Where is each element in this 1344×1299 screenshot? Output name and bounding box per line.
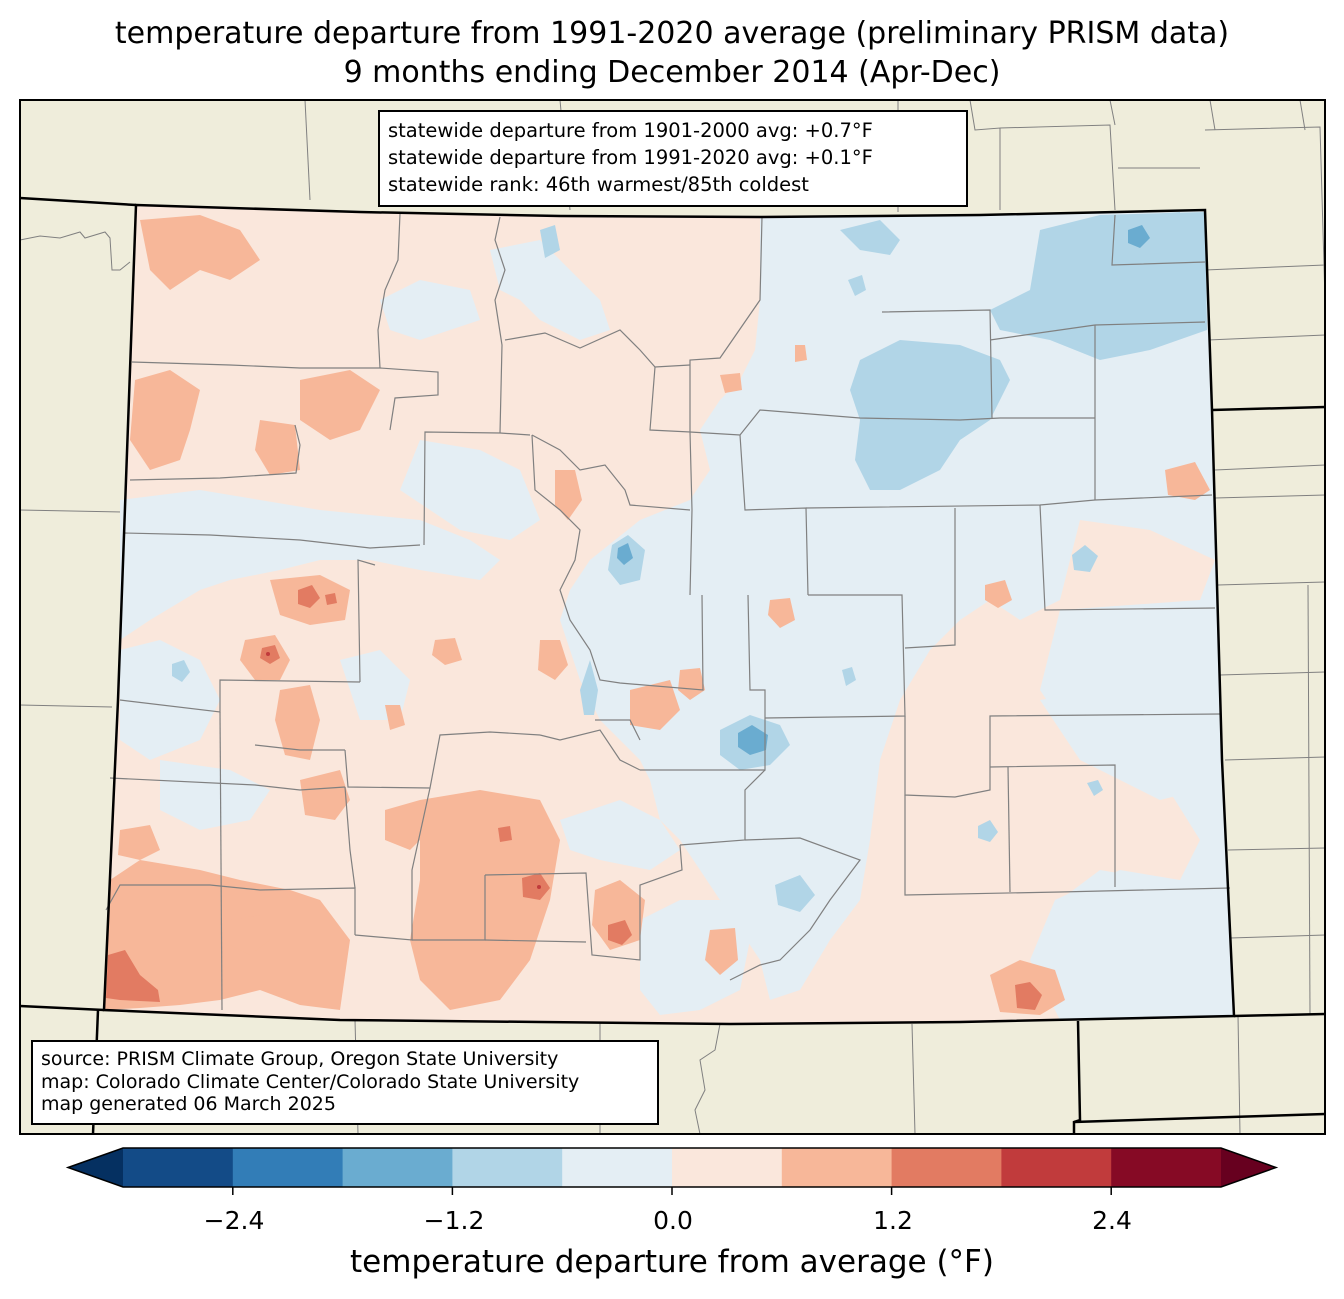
- colorbar-extend-low: [68, 1148, 123, 1187]
- colorbar-segment: [452, 1148, 563, 1187]
- colorbar-segment: [1001, 1148, 1112, 1187]
- map-title-line1: temperature departure from 1991-2020 ave…: [114, 16, 1230, 51]
- colorbar-segment: [781, 1148, 893, 1187]
- map-above-average-strong: [106, 585, 1042, 1010]
- colorbar-segment: [123, 1148, 234, 1187]
- source-line1: source: PRISM Climate Group, Oregon Stat…: [41, 1048, 559, 1070]
- map-below-average-strong: [617, 225, 1150, 755]
- state-boundaries: [19, 196, 1326, 1135]
- colorbar-tick-label: 1.2: [873, 1206, 913, 1235]
- source-line2: map: Colorado Climate Center/Colorado St…: [41, 1070, 580, 1093]
- source-line3: map generated 06 March 2025: [41, 1093, 336, 1115]
- colorbar-segment: [232, 1148, 344, 1187]
- colorbar-segment: [1111, 1148, 1222, 1187]
- colorbar-outline: [65, 1147, 1279, 1188]
- colorbar-label: temperature departure from average (°F): [350, 1244, 994, 1280]
- colorbar: [65, 1147, 1279, 1195]
- colorbar-extend-high: [1221, 1148, 1276, 1187]
- colorbar-tick-label: −1.2: [423, 1206, 485, 1235]
- colorbar-tick-label: 2.4: [1092, 1206, 1132, 1235]
- stats-line1: statewide departure from 1901-2000 avg: …: [388, 119, 873, 142]
- stats-line2: statewide departure from 1991-2020 avg: …: [388, 146, 873, 169]
- map-below-average-light: [120, 210, 1234, 1020]
- map-above-average-peak: [266, 652, 541, 889]
- source-box: source: PRISM Climate Group, Oregon Stat…: [31, 1040, 659, 1125]
- colorbar-tick-label: 0.0: [653, 1206, 693, 1235]
- colorbar-tick-label: −2.4: [203, 1206, 265, 1235]
- map-frame: [19, 99, 1326, 1135]
- county-lines: [105, 213, 1231, 1011]
- colorbar-segment: [562, 1148, 673, 1187]
- colorbar-segment: [342, 1148, 453, 1187]
- colorado-border: [102, 203, 1236, 1026]
- colorbar-segment: [891, 1148, 1002, 1187]
- map-title-line2: 9 months ending December 2014 (Apr-Dec): [343, 55, 1001, 90]
- stats-line3: statewide rank: 46th warmest/85th coldes…: [388, 173, 809, 196]
- statewide-stats-box: statewide departure from 1901-2000 avg: …: [378, 110, 968, 207]
- colorbar-segment: [672, 1148, 783, 1187]
